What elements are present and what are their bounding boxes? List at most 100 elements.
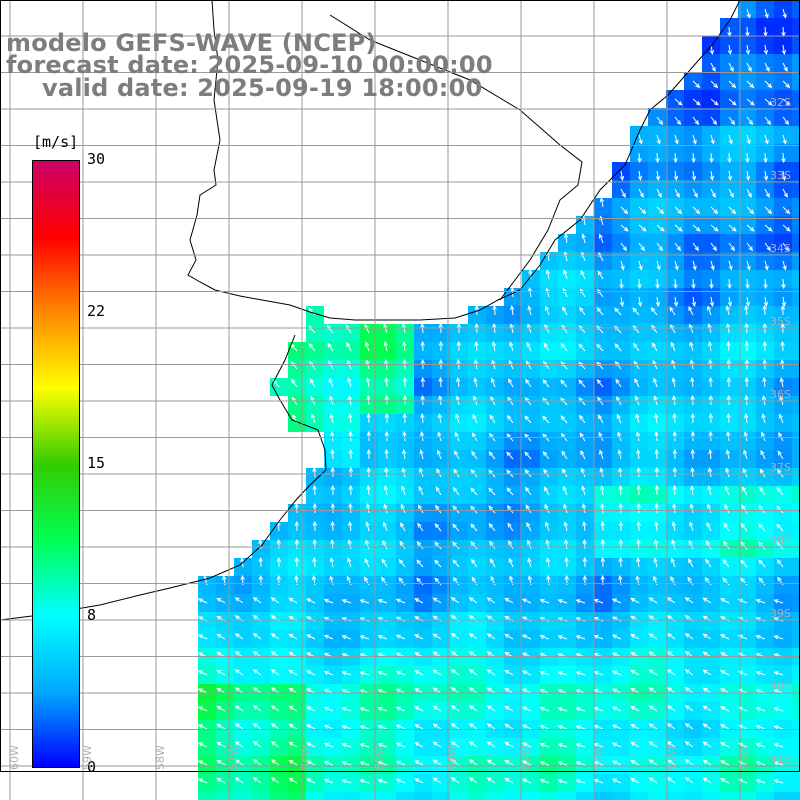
wind-arrow: [365, 376, 371, 388]
wind-arrow: [710, 260, 715, 271]
latitude-label: 34S: [770, 242, 791, 255]
wind-arrow: [782, 242, 789, 252]
wind-arrow: [762, 304, 767, 316]
wind-arrow: [708, 430, 713, 442]
wind-arrow: [359, 779, 370, 784]
wind-arrow: [543, 342, 550, 352]
wind-arrow: [709, 296, 715, 308]
wind-arrow: [674, 134, 679, 145]
wind-arrow: [308, 325, 316, 334]
wind-arrow: [720, 760, 730, 766]
wind-arrow: [557, 671, 568, 676]
wind-arrow: [521, 724, 532, 730]
wind-arrow: [456, 340, 461, 352]
wind-arrow: [436, 449, 442, 460]
wind-arrow: [312, 556, 317, 568]
wind-arrow: [764, 260, 769, 271]
wind-arrow: [468, 723, 478, 730]
wind-arrow: [294, 556, 299, 568]
wind-arrow: [575, 707, 586, 712]
wind-arrow: [674, 98, 683, 106]
wind-arrow: [434, 559, 442, 568]
wind-arrow: [637, 170, 643, 182]
wind-arrow: [450, 759, 460, 766]
wind-arrow: [597, 414, 604, 424]
wind-arrow: [288, 597, 298, 604]
wind-arrow: [348, 520, 353, 532]
wind-arrow: [383, 341, 388, 352]
wind-arrow: [539, 598, 550, 604]
wind-arrow: [328, 377, 334, 388]
wind-cell: [576, 792, 594, 800]
wind-arrow: [384, 412, 390, 424]
wind-arrow: [435, 486, 442, 496]
wind-arrow: [740, 559, 748, 568]
wind-arrow: [544, 305, 550, 316]
wind-arrow: [323, 742, 334, 748]
wind-arrow: [486, 669, 496, 676]
wind-arrow: [746, 116, 754, 126]
wind-cell: [792, 288, 800, 306]
wind-arrow: [755, 707, 766, 712]
wind-arrow: [764, 62, 770, 73]
wind-arrow: [504, 777, 514, 784]
wind-arrow: [655, 278, 660, 290]
wind-arrow: [305, 634, 316, 640]
wind-arrow: [436, 467, 442, 478]
wind-arrow: [270, 597, 280, 604]
wind-arrow: [323, 598, 334, 604]
wind-arrow: [491, 341, 497, 352]
wind-arrow: [557, 599, 568, 604]
wind-arrow: [742, 486, 748, 496]
wind-arrow: [252, 759, 262, 766]
wind-arrow: [438, 376, 443, 388]
wind-arrow: [755, 671, 766, 676]
wind-arrow: [539, 760, 550, 766]
wind-arrow: [330, 448, 335, 460]
wind-arrow: [420, 340, 425, 352]
wind-arrow: [702, 705, 712, 712]
wind-arrow: [309, 378, 316, 388]
wind-arrow: [521, 706, 532, 712]
wind-arrow: [654, 466, 660, 478]
wind-cell: [792, 324, 800, 342]
wind-arrow: [416, 540, 424, 550]
wind-arrow: [617, 431, 622, 442]
wind-arrow: [650, 306, 658, 316]
wind-arrow: [234, 633, 244, 640]
wind-arrow: [776, 541, 784, 550]
wind-arrow: [746, 188, 752, 199]
wind-arrow: [755, 635, 766, 640]
wind-arrow: [414, 634, 424, 640]
wind-arrow: [600, 502, 605, 514]
wind-arrow: [782, 134, 787, 145]
longitude-label: 53W: [519, 745, 532, 770]
wind-arrow: [593, 778, 604, 784]
wind-arrow: [432, 705, 442, 712]
wind-arrow: [234, 705, 244, 712]
wind-arrow: [779, 377, 784, 388]
wind-cell: [360, 792, 378, 800]
wind-arrow: [450, 687, 460, 694]
wind-arrow: [575, 635, 586, 640]
wind-arrow: [270, 777, 280, 784]
wind-arrow: [781, 278, 786, 290]
wind-arrow: [598, 233, 604, 244]
wind-arrow: [630, 633, 640, 640]
wind-arrow: [539, 634, 550, 640]
wind-arrow: [755, 779, 766, 784]
wind-arrow: [521, 688, 532, 694]
wind-cell: [486, 792, 504, 800]
wind-arrow: [723, 540, 730, 550]
wind-arrow: [506, 451, 514, 460]
wind-arrow: [581, 233, 586, 244]
wind-arrow: [619, 296, 625, 308]
wind-arrow: [656, 206, 665, 215]
wind-arrow: [341, 779, 352, 784]
wind-arrow: [414, 760, 424, 766]
wind-arrow: [329, 413, 334, 424]
wind-arrow: [557, 761, 568, 766]
title-valid-date: valid date: 2025-09-19 18:00:00: [42, 74, 483, 102]
longitude-label: 56W: [300, 745, 313, 770]
